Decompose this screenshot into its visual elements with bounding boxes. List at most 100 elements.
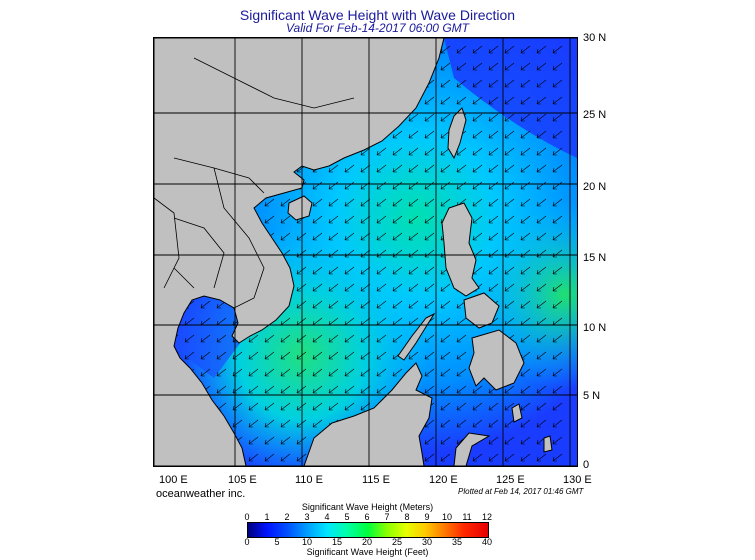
wave-arrow	[248, 351, 259, 360]
wave-arrow	[344, 368, 355, 377]
wave-arrow	[488, 45, 499, 54]
wave-arrow	[280, 198, 291, 207]
sulawesi-island	[453, 432, 491, 466]
wave-arrow	[488, 62, 499, 71]
wave-arrow	[280, 419, 291, 428]
wave-arrow	[360, 266, 371, 275]
wave-arrow	[520, 215, 531, 224]
wave-arrow	[504, 402, 515, 411]
wave-arrow	[536, 130, 547, 139]
wave-arrow	[424, 198, 435, 207]
wave-arrow	[456, 385, 467, 394]
wave-arrow	[392, 232, 403, 241]
wave-arrow	[456, 402, 467, 411]
lat-label-5n: 5 N	[583, 390, 601, 402]
wave-arrow	[280, 402, 291, 411]
wave-arrow	[424, 164, 435, 173]
visayas-islands	[463, 292, 500, 329]
wave-arrow	[376, 368, 387, 377]
wave-arrow	[536, 164, 547, 173]
wave-arrow	[440, 453, 451, 462]
wave-arrow	[328, 283, 339, 292]
wave-arrow	[312, 419, 323, 428]
wave-arrow	[296, 283, 307, 292]
wave-arrow	[520, 181, 531, 190]
wave-arrow	[440, 113, 451, 122]
wave-arrow	[360, 351, 371, 360]
wave-arrow	[280, 215, 291, 224]
wave-arrow	[552, 215, 563, 224]
wave-arrow	[504, 164, 515, 173]
wave-arrow	[408, 283, 419, 292]
wave-arrow	[376, 215, 387, 224]
wave-arrow	[424, 232, 435, 241]
wave-arrow	[424, 266, 435, 275]
wave-arrow	[536, 181, 547, 190]
wave-arrow	[552, 79, 563, 88]
wave-arrow	[504, 45, 515, 54]
colorbar-meters-title: Significant Wave Height (Meters)	[301, 502, 434, 512]
wave-arrow	[376, 283, 387, 292]
wave-arrow	[264, 402, 275, 411]
wave-arrow	[488, 96, 499, 105]
wave-arrow	[552, 453, 563, 462]
wave-arrow	[264, 368, 275, 377]
wave-arrow	[552, 96, 563, 105]
wave-arrow	[456, 96, 467, 105]
wave-arrow	[488, 215, 499, 224]
wave-arrow	[504, 147, 515, 156]
wave-arrow	[440, 402, 451, 411]
wave-arrow	[536, 62, 547, 71]
wave-arrow	[408, 351, 419, 360]
wave-arrow	[328, 266, 339, 275]
wave-arrow	[392, 266, 403, 275]
wave-arrow	[440, 283, 451, 292]
wave-arrow	[520, 232, 531, 241]
wave-arrow	[552, 436, 563, 445]
wave-arrow	[536, 266, 547, 275]
wave-arrow	[504, 96, 515, 105]
wave-map	[153, 37, 578, 467]
wave-arrow	[552, 351, 563, 360]
wave-arrow	[440, 436, 451, 445]
wave-arrow	[248, 385, 259, 394]
wave-arrow	[328, 300, 339, 309]
wave-arrow	[536, 334, 547, 343]
wave-arrow	[504, 181, 515, 190]
meters-tick: 1	[264, 512, 270, 522]
wave-arrow	[296, 419, 307, 428]
wave-arrow	[488, 181, 499, 190]
wave-arrow	[488, 198, 499, 207]
wave-arrow	[472, 62, 483, 71]
wave-arrow	[472, 453, 483, 462]
wave-arrow	[488, 147, 499, 156]
meters-tick: 11	[462, 512, 472, 522]
wave-arrow	[440, 368, 451, 377]
wave-arrow	[536, 96, 547, 105]
wave-arrow	[520, 198, 531, 207]
wave-arrow	[344, 385, 355, 394]
feet-tick: 40	[481, 537, 493, 547]
wave-arrow	[552, 232, 563, 241]
wave-arrow	[504, 79, 515, 88]
wave-arrow	[360, 198, 371, 207]
feet-tick: 20	[361, 537, 373, 547]
wave-arrow	[424, 436, 435, 445]
wave-arrow	[376, 300, 387, 309]
wave-arrow	[472, 130, 483, 139]
wave-arrow	[424, 300, 435, 309]
wave-arrow	[472, 419, 483, 428]
wave-arrow	[376, 181, 387, 190]
wave-arrow	[296, 351, 307, 360]
wave-arrow	[424, 130, 435, 139]
wave-arrow	[328, 232, 339, 241]
wave-arrow	[264, 453, 275, 462]
wave-arrow	[408, 164, 419, 173]
wave-arrow	[376, 164, 387, 173]
meters-tick: 12	[481, 512, 493, 522]
wave-arrow	[248, 453, 259, 462]
wave-arrow	[360, 368, 371, 377]
wave-arrow	[440, 334, 451, 343]
wave-arrow	[536, 215, 547, 224]
wave-arrow	[360, 334, 371, 343]
